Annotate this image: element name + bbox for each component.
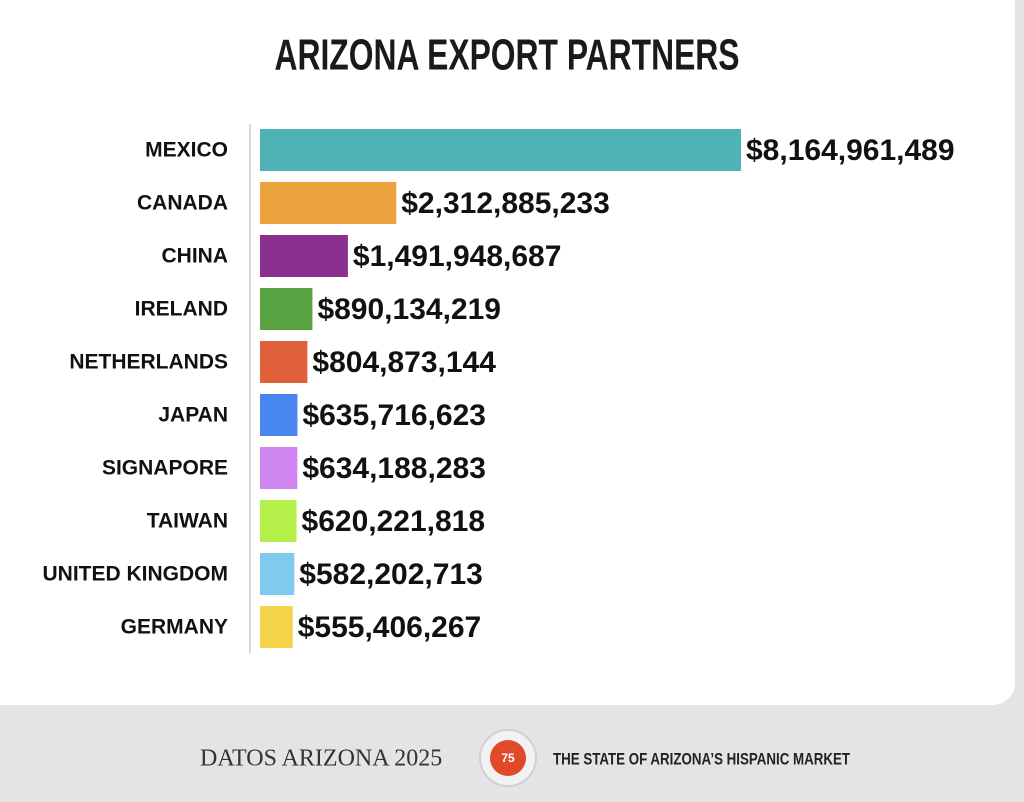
- value-label: $890,134,219: [317, 293, 501, 326]
- bar: [260, 394, 298, 436]
- value-label: $635,716,623: [302, 399, 486, 432]
- bar: [260, 553, 295, 595]
- bar: [260, 341, 308, 383]
- footer-publication: THE STATE OF ARIZONA’S HISPANIC MARKET: [553, 749, 850, 768]
- value-label: $1,491,948,687: [353, 240, 562, 273]
- category-label: NETHERLANDS: [69, 351, 228, 374]
- bar: [260, 129, 741, 171]
- value-label: $2,312,885,233: [401, 187, 610, 220]
- bar: [260, 606, 293, 648]
- footer-brand: DATOS ARIZONA 2025: [200, 746, 442, 772]
- category-label: CHINA: [162, 245, 229, 268]
- bar: [260, 235, 348, 277]
- category-label: TAIWAN: [147, 510, 228, 533]
- page-number: 75: [501, 751, 515, 765]
- value-label: $8,164,961,489: [746, 134, 955, 167]
- category-label: UNITED KINGDOM: [43, 563, 229, 586]
- category-label: IRELAND: [135, 298, 228, 321]
- bar: [260, 500, 297, 542]
- bar: [260, 288, 313, 330]
- value-label: $620,221,818: [302, 505, 486, 538]
- value-label: $555,406,267: [298, 611, 482, 644]
- category-label: CANADA: [137, 192, 228, 215]
- value-label: $804,873,144: [312, 346, 496, 379]
- category-label: SIGNAPORE: [102, 457, 228, 480]
- value-label: $582,202,713: [299, 558, 483, 591]
- category-label: MEXICO: [145, 139, 228, 162]
- bar: [260, 182, 397, 224]
- bar: [260, 447, 298, 489]
- page-badge-inner: [490, 740, 526, 776]
- value-label: $634,188,283: [302, 452, 486, 485]
- category-label: JAPAN: [158, 404, 228, 427]
- category-label: GERMANY: [121, 616, 228, 639]
- chart-title: ARIZONA EXPORT PARTNERS: [275, 31, 740, 80]
- card: [0, 0, 1015, 705]
